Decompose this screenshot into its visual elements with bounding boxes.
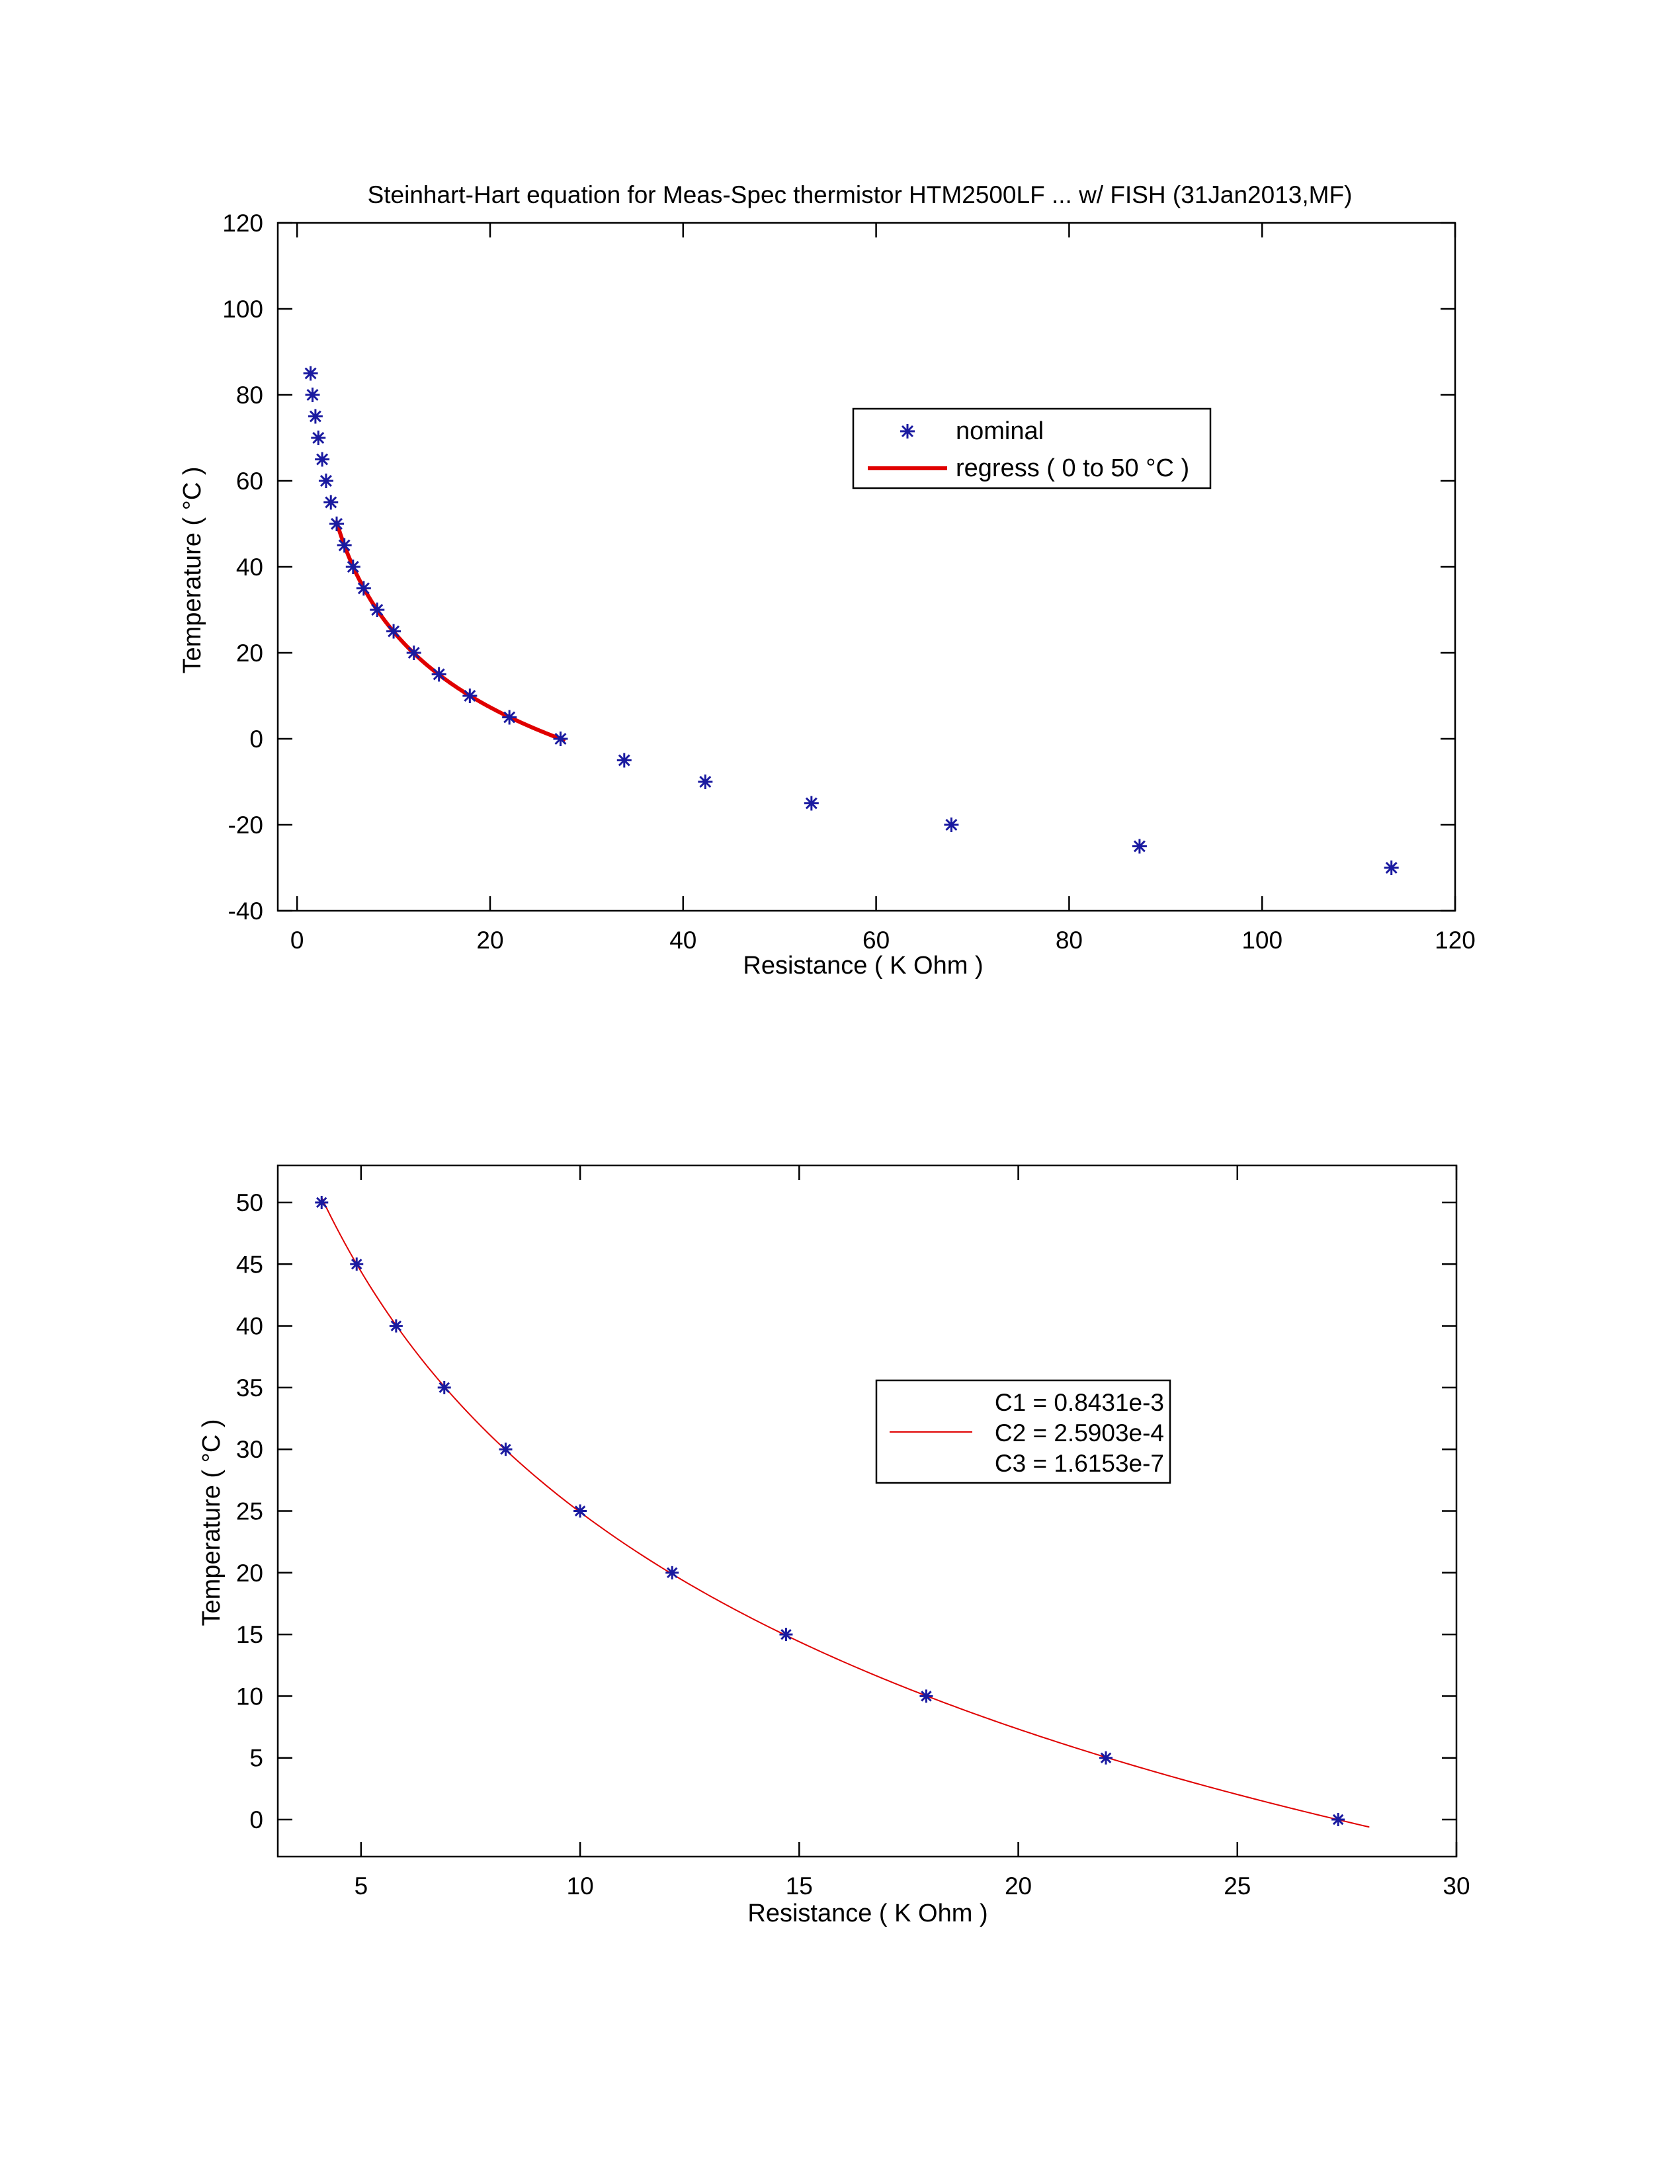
data-point xyxy=(698,775,713,789)
y-tick-label: 80 xyxy=(236,382,263,409)
y-tick-label: 100 xyxy=(222,296,263,323)
legend-nominal-marker xyxy=(900,424,915,439)
legend-c3-label: C3 = 1.6153e-7 xyxy=(995,1450,1164,1477)
y-tick-labels: 0 5 10 15 20 25 30 35 40 45 50 xyxy=(236,1189,263,1833)
legend-regress-label: regress ( 0 to 50 °C ) xyxy=(956,454,1189,482)
y-tick-label: 45 xyxy=(236,1251,263,1278)
legend-c1-label: C1 = 0.8431e-3 xyxy=(995,1389,1164,1416)
data-point xyxy=(337,538,352,553)
data-point xyxy=(350,1257,364,1271)
data-points-layer xyxy=(303,366,1399,875)
y-tick-label: 30 xyxy=(236,1436,263,1463)
data-point xyxy=(308,409,323,424)
data-point xyxy=(386,624,401,639)
data-point xyxy=(315,452,330,467)
x-tick-label: 30 xyxy=(1443,1872,1470,1900)
y-tick-label: 0 xyxy=(249,726,263,753)
data-point xyxy=(345,560,360,574)
y-tick-label: -40 xyxy=(228,898,263,925)
data-point xyxy=(616,753,632,768)
fit-curve-layer xyxy=(321,1197,1370,1828)
data-point xyxy=(329,517,344,531)
x-tick-label: 20 xyxy=(476,927,503,954)
y-tick-label: 35 xyxy=(236,1374,263,1402)
x-tick-label: 60 xyxy=(862,927,890,954)
data-point xyxy=(303,366,318,381)
data-point xyxy=(311,431,326,445)
data-point xyxy=(553,732,568,746)
y-tick-label: 40 xyxy=(236,554,263,581)
data-point xyxy=(779,1628,793,1642)
x-tick-label: 120 xyxy=(1435,927,1476,954)
legend: nominal regress ( 0 to 50 °C ) xyxy=(852,407,1212,489)
y-tick-label: 20 xyxy=(236,640,263,667)
data-point xyxy=(499,1443,513,1456)
x-tick-label: 15 xyxy=(786,1872,813,1900)
data-point xyxy=(389,1319,403,1333)
y-tick-label: 10 xyxy=(236,1683,263,1710)
x-tick-label: 100 xyxy=(1241,927,1282,954)
data-point xyxy=(804,796,819,811)
data-point xyxy=(406,646,421,660)
data-point xyxy=(1331,1813,1345,1827)
y-axis-label: Temperature ( °C ) xyxy=(179,467,206,674)
data-point xyxy=(1099,1751,1113,1765)
data-point xyxy=(315,1195,329,1209)
tick-marks xyxy=(278,1165,1458,1857)
y-tick-label: 40 xyxy=(236,1313,263,1340)
y-axis-label: Temperature ( °C ) xyxy=(198,1419,226,1626)
data-point xyxy=(305,388,320,402)
y-tick-label: 15 xyxy=(236,1621,263,1648)
y-tick-label: 20 xyxy=(236,1560,263,1587)
x-tick-labels: 0 20 40 60 80 100 120 xyxy=(290,927,1476,954)
data-point xyxy=(1132,839,1147,854)
data-point xyxy=(573,1504,587,1518)
chart-bottom: 0 5 10 15 20 25 30 35 40 45 50 5 10 15 20 25 30 Tempera… xyxy=(198,1164,1470,1927)
legend: C1 = 0.8431e-3 C2 = 2.5903e-4 C3 = 1.615… xyxy=(875,1379,1171,1484)
x-axis-label: Resistance ( K Ohm ) xyxy=(747,1900,987,1927)
legend-box xyxy=(852,407,1212,489)
chart-title: Steinhart-Hart equation for Meas-Spec th… xyxy=(368,181,1353,208)
y-tick-label: 120 xyxy=(222,210,263,237)
plot-frame xyxy=(276,1164,1458,1858)
data-point xyxy=(944,818,959,832)
y-tick-label: 60 xyxy=(236,468,263,495)
y-tick-label: 50 xyxy=(236,1189,263,1216)
data-point xyxy=(323,495,339,510)
data-point xyxy=(356,581,371,596)
data-point xyxy=(431,667,446,682)
x-axis-label: Resistance ( K Ohm ) xyxy=(743,952,983,980)
x-tick-label: 80 xyxy=(1056,927,1083,954)
x-tick-label: 20 xyxy=(1005,1872,1032,1900)
data-point xyxy=(502,710,517,725)
data-points-layer xyxy=(315,1195,1345,1827)
y-tick-label: 25 xyxy=(236,1498,263,1525)
x-tick-label: 10 xyxy=(567,1872,594,1900)
x-tick-label: 5 xyxy=(355,1872,368,1900)
y-tick-label: 0 xyxy=(249,1806,263,1833)
x-tick-label: 40 xyxy=(669,927,696,954)
plot-frame xyxy=(276,222,1456,912)
data-point xyxy=(462,689,478,703)
legend-nominal-label: nominal xyxy=(956,417,1044,445)
x-tick-labels: 5 10 15 20 25 30 xyxy=(355,1872,1470,1900)
data-point xyxy=(318,474,333,488)
x-tick-label: 0 xyxy=(290,927,304,954)
chart-top: Steinhart-Hart equation for Meas-Spec th… xyxy=(179,181,1476,980)
data-point xyxy=(370,603,385,617)
data-point xyxy=(437,1380,451,1394)
y-tick-labels: -40 -20 0 20 40 60 80 100 120 xyxy=(222,210,263,925)
data-point xyxy=(1384,861,1399,875)
data-point xyxy=(665,1566,679,1579)
y-tick-label: 5 xyxy=(249,1745,263,1772)
fit-curve xyxy=(321,1197,1370,1828)
y-tick-label: -20 xyxy=(228,812,263,839)
legend-c2-label: C2 = 2.5903e-4 xyxy=(995,1419,1164,1447)
data-point xyxy=(919,1689,933,1703)
x-tick-label: 25 xyxy=(1224,1872,1251,1900)
